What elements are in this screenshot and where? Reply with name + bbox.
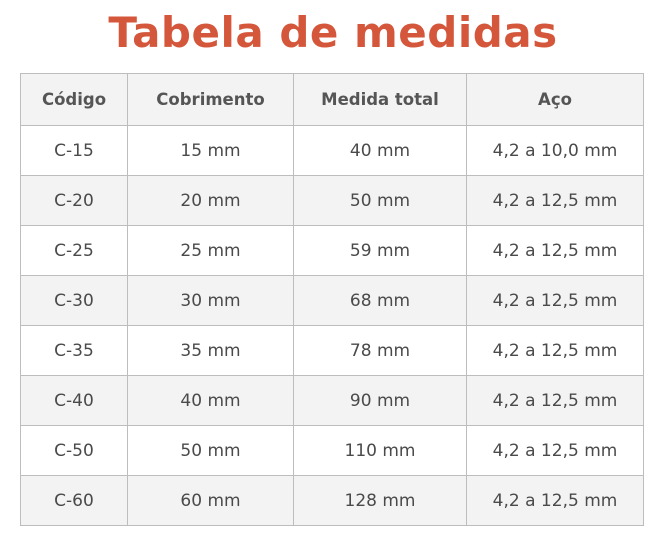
cell-cobrimento: 25 mm	[127, 225, 294, 276]
column-header-codigo: Código	[20, 73, 128, 126]
cell-aco: 4,2 a 12,5 mm	[466, 375, 644, 426]
cell-codigo: C-35	[20, 325, 128, 376]
table-row: C-30 30 mm 68 mm 4,2 a 12,5 mm	[20, 275, 644, 326]
table-row: C-25 25 mm 59 mm 4,2 a 12,5 mm	[20, 225, 644, 276]
cell-medida-total: 90 mm	[293, 375, 467, 426]
cell-codigo: C-60	[20, 475, 128, 526]
cell-aco: 4,2 a 10,0 mm	[466, 125, 644, 176]
cell-medida-total: 110 mm	[293, 425, 467, 476]
cell-cobrimento: 30 mm	[127, 275, 294, 326]
cell-cobrimento: 60 mm	[127, 475, 294, 526]
cell-medida-total: 68 mm	[293, 275, 467, 326]
cell-aco: 4,2 a 12,5 mm	[466, 425, 644, 476]
column-header-medida-total: Medida total	[293, 73, 467, 126]
cell-cobrimento: 40 mm	[127, 375, 294, 426]
cell-codigo: C-25	[20, 225, 128, 276]
cell-cobrimento: 15 mm	[127, 125, 294, 176]
cell-aco: 4,2 a 12,5 mm	[466, 225, 644, 276]
cell-codigo: C-50	[20, 425, 128, 476]
cell-aco: 4,2 a 12,5 mm	[466, 475, 644, 526]
table-row: C-40 40 mm 90 mm 4,2 a 12,5 mm	[20, 375, 644, 426]
cell-cobrimento: 20 mm	[127, 175, 294, 226]
column-header-cobrimento: Cobrimento	[127, 73, 294, 126]
column-header-aco: Aço	[466, 73, 644, 126]
cell-codigo: C-15	[20, 125, 128, 176]
cell-codigo: C-20	[20, 175, 128, 226]
cell-aco: 4,2 a 12,5 mm	[466, 325, 644, 376]
table-row: C-60 60 mm 128 mm 4,2 a 12,5 mm	[20, 475, 644, 526]
cell-medida-total: 128 mm	[293, 475, 467, 526]
cell-medida-total: 78 mm	[293, 325, 467, 376]
table-row: C-20 20 mm 50 mm 4,2 a 12,5 mm	[20, 175, 644, 226]
table-row: C-50 50 mm 110 mm 4,2 a 12,5 mm	[20, 425, 644, 476]
cell-codigo: C-40	[20, 375, 128, 426]
table-row: C-15 15 mm 40 mm 4,2 a 10,0 mm	[20, 125, 644, 176]
cell-medida-total: 59 mm	[293, 225, 467, 276]
cell-cobrimento: 35 mm	[127, 325, 294, 376]
table-header-row: Código Cobrimento Medida total Aço	[20, 73, 644, 126]
measurements-table: Código Cobrimento Medida total Aço C-15 …	[20, 73, 644, 526]
cell-codigo: C-30	[20, 275, 128, 326]
cell-cobrimento: 50 mm	[127, 425, 294, 476]
cell-aco: 4,2 a 12,5 mm	[466, 275, 644, 326]
cell-medida-total: 40 mm	[293, 125, 467, 176]
cell-aco: 4,2 a 12,5 mm	[466, 175, 644, 226]
cell-medida-total: 50 mm	[293, 175, 467, 226]
table-row: C-35 35 mm 78 mm 4,2 a 12,5 mm	[20, 325, 644, 376]
page-title: Tabela de medidas	[108, 8, 558, 57]
